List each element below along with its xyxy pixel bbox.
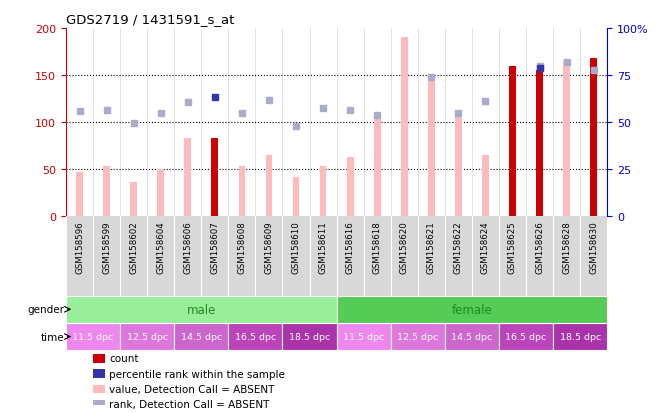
Text: GDS2719 / 1431591_s_at: GDS2719 / 1431591_s_at: [66, 13, 234, 26]
Text: percentile rank within the sample: percentile rank within the sample: [110, 369, 285, 379]
Text: GSM158602: GSM158602: [129, 221, 138, 273]
Text: time: time: [41, 332, 65, 342]
Bar: [499, 323, 553, 350]
Text: GSM158604: GSM158604: [156, 221, 165, 273]
Bar: [130, 182, 137, 217]
Bar: [346, 158, 354, 217]
Bar: [66, 296, 337, 323]
Text: 12.5 dpc: 12.5 dpc: [397, 332, 438, 341]
Text: 11.5 dpc: 11.5 dpc: [343, 332, 384, 341]
Bar: [93, 354, 105, 363]
Bar: [563, 62, 570, 217]
Bar: [265, 156, 273, 217]
Bar: [157, 170, 164, 217]
Text: 12.5 dpc: 12.5 dpc: [127, 332, 168, 341]
Text: GSM158611: GSM158611: [319, 221, 327, 273]
Text: GSM158620: GSM158620: [400, 221, 409, 273]
Bar: [445, 323, 499, 350]
Bar: [120, 323, 174, 350]
Text: 18.5 dpc: 18.5 dpc: [560, 332, 601, 341]
Bar: [553, 323, 607, 350]
Bar: [93, 369, 105, 378]
Text: value, Detection Call = ABSENT: value, Detection Call = ABSENT: [110, 384, 275, 394]
Bar: [319, 167, 327, 217]
Text: GSM158606: GSM158606: [183, 221, 192, 273]
Bar: [401, 38, 408, 217]
Bar: [238, 167, 246, 217]
Bar: [428, 76, 435, 217]
Bar: [184, 139, 191, 217]
Bar: [455, 115, 462, 217]
Bar: [76, 173, 83, 217]
Text: gender: gender: [28, 304, 65, 315]
Bar: [391, 323, 445, 350]
Bar: [103, 167, 110, 217]
Bar: [590, 59, 597, 217]
Bar: [374, 116, 381, 217]
Bar: [536, 71, 543, 217]
Bar: [66, 323, 120, 350]
Bar: [211, 139, 218, 217]
Bar: [93, 400, 105, 408]
Text: GSM158626: GSM158626: [535, 221, 544, 273]
Text: GSM158607: GSM158607: [211, 221, 219, 273]
Text: 14.5 dpc: 14.5 dpc: [451, 332, 492, 341]
Bar: [590, 59, 597, 217]
Bar: [93, 385, 105, 393]
Text: GSM158608: GSM158608: [238, 221, 246, 273]
Text: GSM158596: GSM158596: [75, 221, 84, 273]
Text: GSM158622: GSM158622: [454, 221, 463, 273]
Bar: [292, 177, 300, 217]
Text: 11.5 dpc: 11.5 dpc: [73, 332, 114, 341]
Text: GSM158609: GSM158609: [265, 221, 273, 273]
Text: male: male: [187, 303, 216, 316]
Text: 18.5 dpc: 18.5 dpc: [289, 332, 330, 341]
Text: GSM158630: GSM158630: [589, 221, 598, 273]
Text: GSM158624: GSM158624: [481, 221, 490, 273]
Text: count: count: [110, 354, 139, 363]
Text: female: female: [451, 303, 492, 316]
Text: GSM158618: GSM158618: [373, 221, 381, 273]
Text: GSM158625: GSM158625: [508, 221, 517, 273]
Bar: [228, 323, 282, 350]
Bar: [174, 323, 228, 350]
Text: 16.5 dpc: 16.5 dpc: [506, 332, 546, 341]
Text: GSM158616: GSM158616: [346, 221, 354, 273]
Text: 14.5 dpc: 14.5 dpc: [181, 332, 222, 341]
Bar: [536, 71, 543, 217]
Text: GSM158628: GSM158628: [562, 221, 571, 273]
Bar: [482, 156, 489, 217]
Text: GSM158621: GSM158621: [427, 221, 436, 273]
Bar: [211, 139, 218, 217]
Bar: [509, 66, 516, 217]
Bar: [282, 323, 337, 350]
Bar: [337, 323, 391, 350]
Text: rank, Detection Call = ABSENT: rank, Detection Call = ABSENT: [110, 399, 270, 409]
Bar: [337, 296, 607, 323]
Text: GSM158599: GSM158599: [102, 221, 111, 273]
Text: GSM158610: GSM158610: [292, 221, 300, 273]
Bar: [509, 66, 516, 217]
Text: 16.5 dpc: 16.5 dpc: [235, 332, 276, 341]
